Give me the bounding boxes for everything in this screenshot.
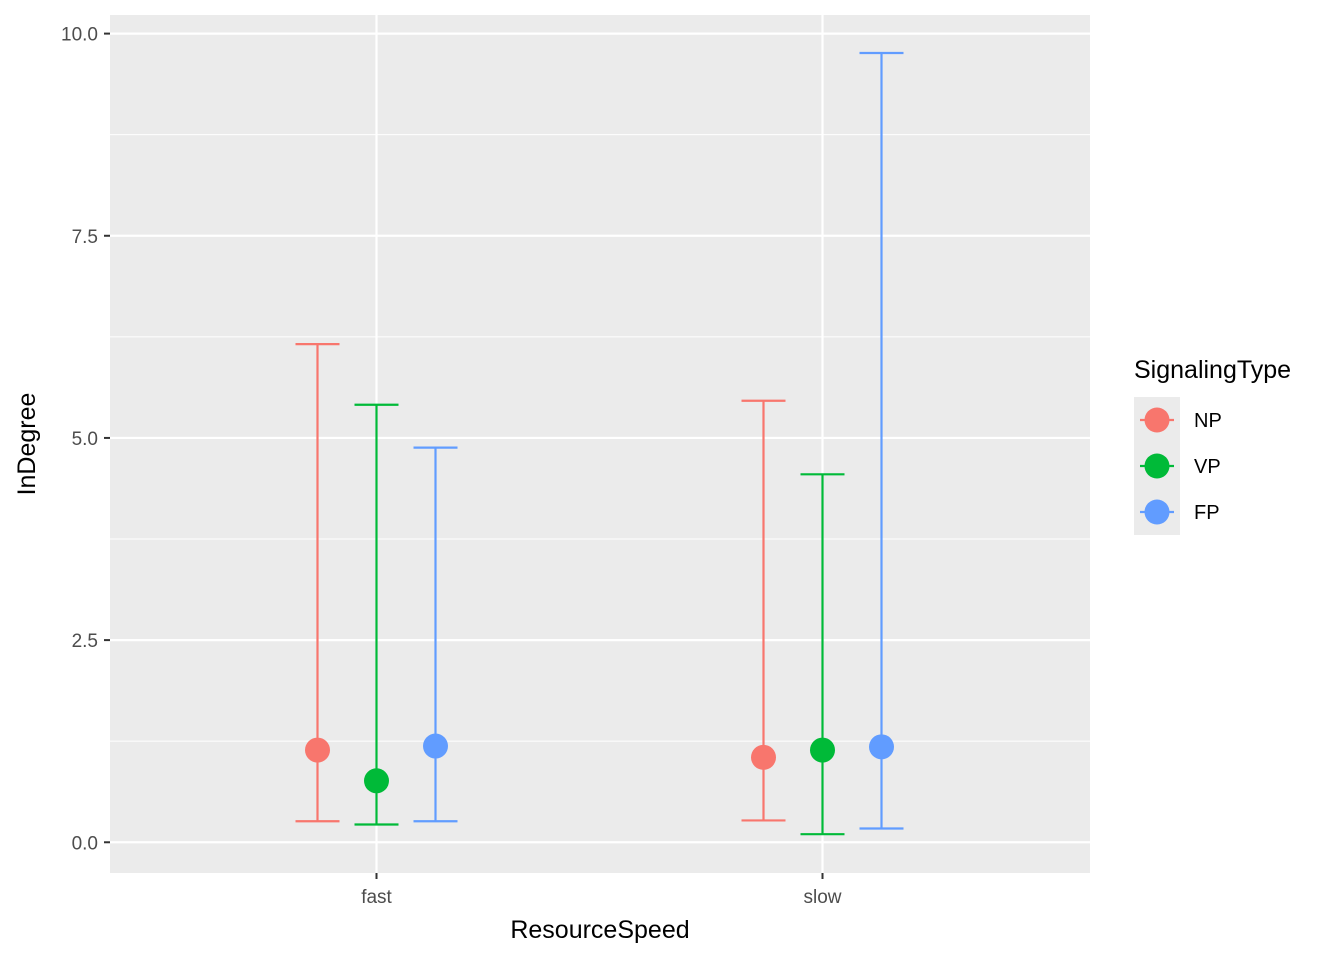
x-tick-label: fast [361, 887, 392, 908]
legend-label-np: NP [1194, 410, 1222, 432]
panel-background [110, 15, 1090, 873]
legend-label-fp: FP [1194, 502, 1220, 524]
y-tick-label: 7.5 [72, 227, 98, 248]
points [305, 733, 894, 794]
point-fp [869, 734, 894, 760]
y-axis-title: InDegree [13, 393, 41, 496]
x-axis-title: ResourceSpeed [510, 916, 689, 944]
legend-label-vp: VP [1194, 456, 1221, 478]
legend-key-point [1144, 499, 1170, 525]
point-vp [364, 768, 389, 794]
y-tick-label: 10.0 [61, 25, 98, 46]
point-np [305, 737, 330, 763]
legend: SignalingType NP VP FP [1134, 356, 1291, 535]
point-vp [810, 737, 835, 763]
x-tick-label: slow [803, 887, 841, 908]
y-axis: 0.0 2.5 5.0 7.5 10.0 [61, 25, 110, 854]
grid-minor [110, 134, 1090, 742]
legend-key-point [1144, 453, 1170, 479]
y-tick-label: 2.5 [72, 631, 98, 652]
y-tick-label: 0.0 [72, 833, 98, 854]
errorbars [295, 51, 904, 836]
legend-title: SignalingType [1134, 356, 1291, 384]
point-fp [423, 733, 448, 759]
point-np [751, 744, 776, 770]
legend-key-point [1144, 407, 1170, 433]
legend-items: NP VP FP [1140, 407, 1222, 525]
y-tick-label: 5.0 [72, 429, 98, 450]
x-axis: fast slow [361, 873, 842, 908]
